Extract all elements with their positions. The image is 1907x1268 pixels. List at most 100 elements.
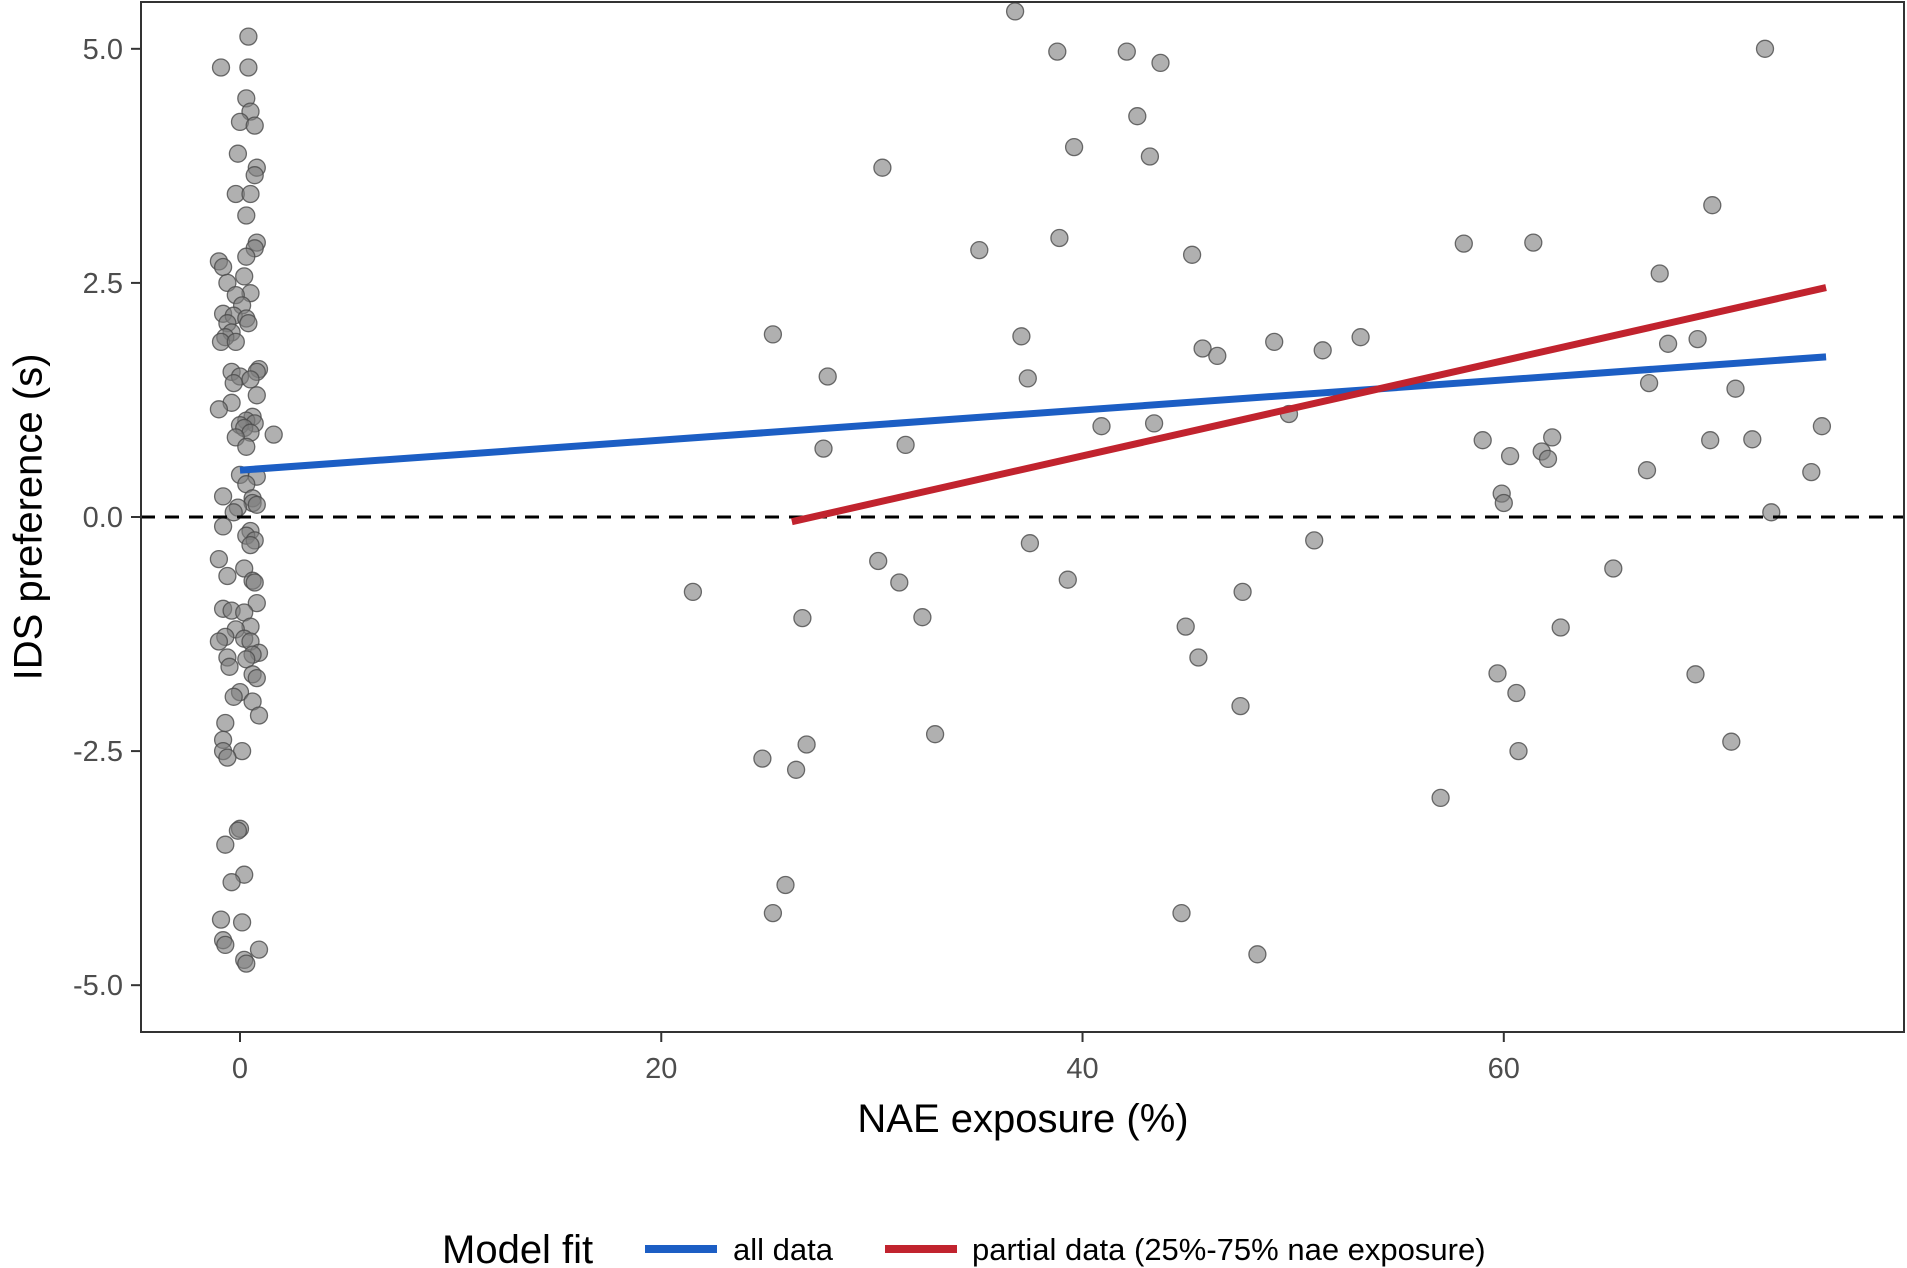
y-tick-label: -2.5 bbox=[73, 736, 123, 768]
data-point-173 bbox=[1701, 431, 1720, 450]
data-point-116 bbox=[818, 367, 837, 386]
data-point-137 bbox=[1151, 53, 1170, 73]
data-point-141 bbox=[1189, 648, 1208, 667]
y-tick-label: 0.0 bbox=[83, 502, 123, 534]
data-point-18 bbox=[235, 267, 254, 286]
data-point-144 bbox=[1231, 696, 1250, 716]
data-point-37 bbox=[224, 373, 243, 393]
data-point-122 bbox=[925, 725, 945, 744]
data-point-11 bbox=[241, 184, 260, 204]
data-point-68 bbox=[245, 573, 264, 592]
data-point-170 bbox=[1658, 334, 1678, 353]
y-axis-title: IDS preference (s) bbox=[7, 354, 51, 681]
data-point-164 bbox=[1543, 428, 1562, 447]
data-point-134 bbox=[1128, 107, 1147, 126]
data-point-54 bbox=[213, 487, 233, 506]
data-point-169 bbox=[1650, 264, 1669, 283]
data-point-180 bbox=[1802, 462, 1821, 482]
data-point-63 bbox=[241, 535, 260, 555]
data-point-154 bbox=[1473, 431, 1492, 450]
data-point-49 bbox=[237, 437, 256, 456]
data-point-150 bbox=[1313, 341, 1332, 360]
data-point-151 bbox=[1351, 328, 1370, 347]
data-point-90 bbox=[216, 713, 235, 733]
data-point-181 bbox=[1812, 417, 1832, 436]
data-point-159 bbox=[1507, 683, 1526, 703]
legend-title: Model fit bbox=[442, 1228, 593, 1268]
data-point-117 bbox=[869, 551, 888, 571]
data-point-109 bbox=[763, 325, 783, 344]
data-point-56 bbox=[247, 495, 266, 514]
data-point-12 bbox=[237, 206, 256, 225]
data-point-110 bbox=[763, 903, 783, 923]
data-point-168 bbox=[1639, 373, 1659, 393]
data-point-31 bbox=[226, 332, 245, 352]
data-point-120 bbox=[896, 435, 915, 455]
data-point-27 bbox=[239, 314, 258, 333]
data-point-107 bbox=[683, 582, 703, 602]
data-point-47 bbox=[264, 425, 283, 444]
data-point-157 bbox=[1494, 493, 1513, 513]
data-point-40 bbox=[209, 400, 229, 419]
data-point-153 bbox=[1454, 234, 1473, 253]
data-point-104 bbox=[249, 940, 269, 959]
x-axis-title: NAE exposure (%) bbox=[857, 1097, 1188, 1141]
data-point-103 bbox=[216, 935, 235, 955]
fit-line-all-data bbox=[239, 353, 1827, 474]
data-point-119 bbox=[890, 573, 909, 592]
data-point-66 bbox=[218, 566, 237, 586]
data-point-69 bbox=[247, 593, 266, 613]
data-point-146 bbox=[1248, 945, 1267, 964]
data-point-171 bbox=[1686, 665, 1705, 684]
data-point-176 bbox=[1726, 379, 1745, 398]
x-tick-label: 60 bbox=[1488, 1053, 1520, 1085]
legend: Model fit all data partial data (25%-75%… bbox=[442, 1228, 1486, 1268]
data-point-100 bbox=[211, 910, 231, 929]
data-point-129 bbox=[1050, 228, 1069, 248]
data-point-174 bbox=[1703, 196, 1722, 215]
data-point-2 bbox=[239, 58, 258, 77]
data-point-136 bbox=[1144, 414, 1164, 433]
data-point-121 bbox=[913, 608, 932, 627]
data-point-147 bbox=[1265, 332, 1284, 352]
data-point-111 bbox=[776, 875, 795, 895]
data-point-155 bbox=[1488, 664, 1507, 683]
data-point-133 bbox=[1117, 42, 1136, 61]
data-point-167 bbox=[1637, 461, 1657, 480]
y-tick-label: 5.0 bbox=[83, 34, 123, 66]
x-axis: 0 20 40 60 bbox=[232, 1032, 1520, 1085]
data-points bbox=[209, 2, 1832, 973]
data-point-175 bbox=[1722, 732, 1741, 751]
data-point-138 bbox=[1172, 903, 1191, 923]
data-point-9 bbox=[245, 166, 264, 185]
data-point-123 bbox=[970, 240, 989, 260]
data-point-7 bbox=[228, 144, 248, 163]
data-point-1 bbox=[239, 27, 258, 46]
data-point-87 bbox=[224, 687, 243, 706]
data-point-16 bbox=[237, 247, 256, 266]
y-tick-label: -5.0 bbox=[73, 970, 123, 1002]
data-point-17 bbox=[213, 257, 233, 277]
legend-label-all-data: all data bbox=[733, 1232, 834, 1267]
data-point-145 bbox=[1233, 582, 1252, 602]
data-point-177 bbox=[1743, 430, 1762, 449]
data-point-124 bbox=[1005, 2, 1025, 21]
data-point-172 bbox=[1688, 329, 1707, 349]
data-point-101 bbox=[232, 913, 252, 932]
data-point-161 bbox=[1524, 233, 1543, 252]
fit-line-partial-data bbox=[791, 284, 1827, 526]
model-fit-lines bbox=[239, 284, 1827, 526]
data-point-94 bbox=[218, 748, 237, 767]
data-point-112 bbox=[786, 760, 806, 779]
data-point-149 bbox=[1305, 531, 1324, 550]
data-point-0 bbox=[211, 58, 231, 77]
data-point-152 bbox=[1431, 788, 1450, 808]
data-point-96 bbox=[228, 821, 248, 840]
data-point-83 bbox=[220, 657, 239, 676]
data-point-106 bbox=[237, 954, 256, 973]
x-tick-label: 0 bbox=[232, 1053, 248, 1085]
data-point-178 bbox=[1755, 39, 1775, 58]
data-point-125 bbox=[1012, 327, 1031, 346]
